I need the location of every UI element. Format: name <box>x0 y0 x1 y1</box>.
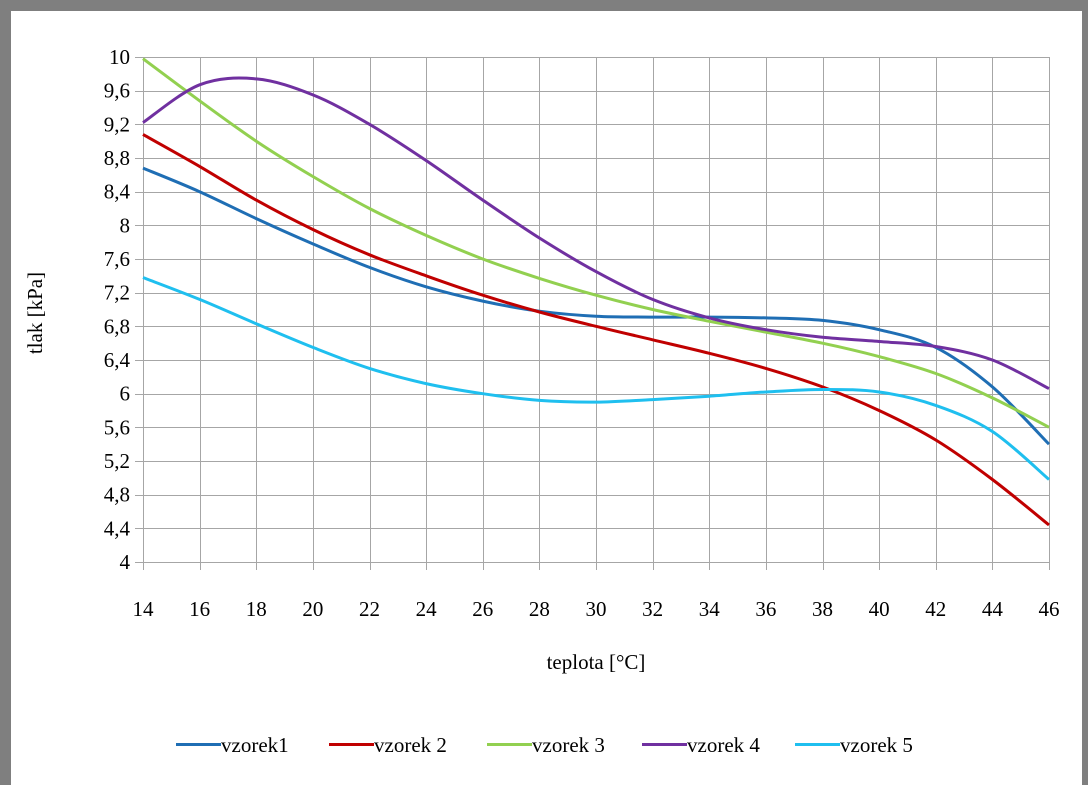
x-tick-label: 18 <box>246 597 267 621</box>
series-lines <box>142 57 1051 527</box>
legend-label: vzorek1 <box>221 733 289 757</box>
y-axis-title: tlak [kPa] <box>23 272 47 354</box>
series-line-4 <box>142 76 1050 390</box>
y-tick-label: 5,6 <box>104 415 130 439</box>
y-tick-label: 9,2 <box>104 112 130 136</box>
y-tick-label: 8,4 <box>104 180 131 204</box>
y-tick-label: 4,8 <box>104 483 130 507</box>
x-tick-label: 14 <box>133 597 155 621</box>
x-tick-labels: 14 16 18 20 22 24 26 28 30 32 34 36 38 40 42 44 46 <box>133 597 1060 621</box>
x-tick-label: 30 <box>586 597 607 621</box>
x-tick-label: 42 <box>925 597 946 621</box>
series-line-5 <box>142 276 1050 481</box>
x-tick-label: 26 <box>472 597 493 621</box>
y-tick-label: 9,6 <box>104 79 130 103</box>
series-line-2 <box>142 133 1050 527</box>
x-tick-label: 20 <box>302 597 323 621</box>
y-tick-label: 4,4 <box>104 516 131 540</box>
legend-label: vzorek 4 <box>687 733 760 757</box>
y-tick-labels: 4 4,4 4,8 5,2 5,6 6 6,4 6,8 7,2 7,6 8 8,4 8,8 9,2 9,6 1… <box>104 45 131 574</box>
y-tick-label: 6,4 <box>104 348 131 372</box>
y-tick-label: 6 <box>120 382 131 406</box>
x-tick-label: 38 <box>812 597 833 621</box>
x-axis-title: teplota [°C] <box>547 650 646 674</box>
y-tick-label: 6,8 <box>104 314 130 338</box>
y-tick-label: 10 <box>109 45 130 69</box>
legend-label: vzorek 5 <box>840 733 913 757</box>
legend-label: vzorek 2 <box>374 733 447 757</box>
y-tick-label: 8 <box>120 213 131 237</box>
x-tick-label: 22 <box>359 597 380 621</box>
grid-lines <box>135 57 1050 570</box>
legend: vzorek1 vzorek 2 vzorek 3 vzorek 4 vzorek 5 <box>176 733 913 757</box>
x-tick-label: 46 <box>1039 597 1060 621</box>
y-tick-label: 7,2 <box>104 281 130 305</box>
y-tick-label: 5,2 <box>104 449 130 473</box>
x-tick-label: 44 <box>982 597 1004 621</box>
x-tick-label: 24 <box>416 597 438 621</box>
x-tick-label: 34 <box>699 597 721 621</box>
x-tick-label: 32 <box>642 597 663 621</box>
y-tick-label: 4 <box>120 550 131 574</box>
x-tick-label: 36 <box>755 597 776 621</box>
x-tick-label: 28 <box>529 597 550 621</box>
series-line-3 <box>142 57 1050 429</box>
y-tick-label: 8,8 <box>104 146 130 170</box>
legend-label: vzorek 3 <box>532 733 605 757</box>
x-tick-label: 16 <box>189 597 210 621</box>
x-tick-label: 40 <box>869 597 890 621</box>
series-line-1 <box>142 166 1051 446</box>
y-tick-label: 7,6 <box>104 247 130 271</box>
